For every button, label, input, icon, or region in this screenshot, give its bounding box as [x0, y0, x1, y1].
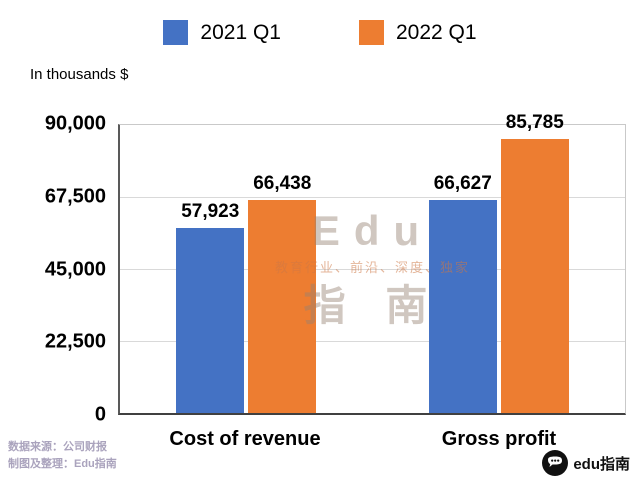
bar-2021q1-gross-profit: 66,627: [428, 173, 497, 413]
brand-text: edu指南: [573, 455, 630, 473]
brand-badge: edu指南: [542, 450, 630, 476]
value-label: 57,923: [181, 200, 240, 222]
legend-label-2021: 2021 Q1: [200, 20, 281, 44]
legend-item-2021: 2021 Q1: [163, 20, 281, 45]
gridline-45000: [120, 269, 625, 270]
y-tick-22500: 22,500: [44, 330, 106, 353]
x-axis-labels: Cost of revenue Gross profit: [118, 428, 626, 451]
y-axis: 90,000 67,500 45,000 22,500 0: [0, 113, 106, 426]
data-source-text: 数据来源：公司财报: [8, 440, 107, 453]
gridline-67500: [120, 197, 625, 198]
plot-area: 57,923 66,438 66,627 85,785 Edu 教育行业、前沿、…: [118, 112, 626, 415]
x-label-gross-profit: Gross profit: [441, 428, 557, 450]
value-label: 85,785: [505, 111, 564, 133]
chart-credit-text: 制图及整理：Edu指南: [8, 458, 117, 471]
wechat-account-icon: [542, 450, 569, 476]
x-label-cost-of-revenue: Cost of revenue: [169, 428, 321, 450]
bar-2021q1-cost-of-revenue: 57,923: [176, 201, 245, 413]
y-tick-45000: 45,000: [44, 258, 106, 280]
bar-group-cost-of-revenue: 57,923 66,438: [120, 125, 373, 413]
value-label: 66,627: [433, 172, 492, 194]
bar-2022q1-cost-of-revenue: 66,438: [248, 173, 317, 413]
bar-2022q1-gross-profit: 85,785: [500, 112, 569, 413]
legend-swatch-2021: [163, 20, 189, 45]
bar-group-gross-profit: 66,627 85,785: [373, 112, 626, 413]
legend-label-2022: 2022 Q1: [396, 20, 477, 44]
y-tick-67500: 67,500: [44, 185, 106, 208]
gridline-22500: [120, 341, 625, 342]
y-tick-90000: 90,000: [44, 112, 106, 135]
units-label: In thousands $: [30, 66, 129, 83]
source-credit: 数据来源：公司财报 制图及整理：Edu指南: [8, 439, 117, 474]
value-label: 66,438: [253, 173, 312, 195]
chart-legend: 2021 Q1 2022 Q1: [0, 20, 640, 45]
legend-item-2022: 2022 Q1: [359, 20, 477, 45]
y-tick-0: 0: [94, 403, 106, 426]
legend-swatch-2022: [359, 20, 384, 45]
